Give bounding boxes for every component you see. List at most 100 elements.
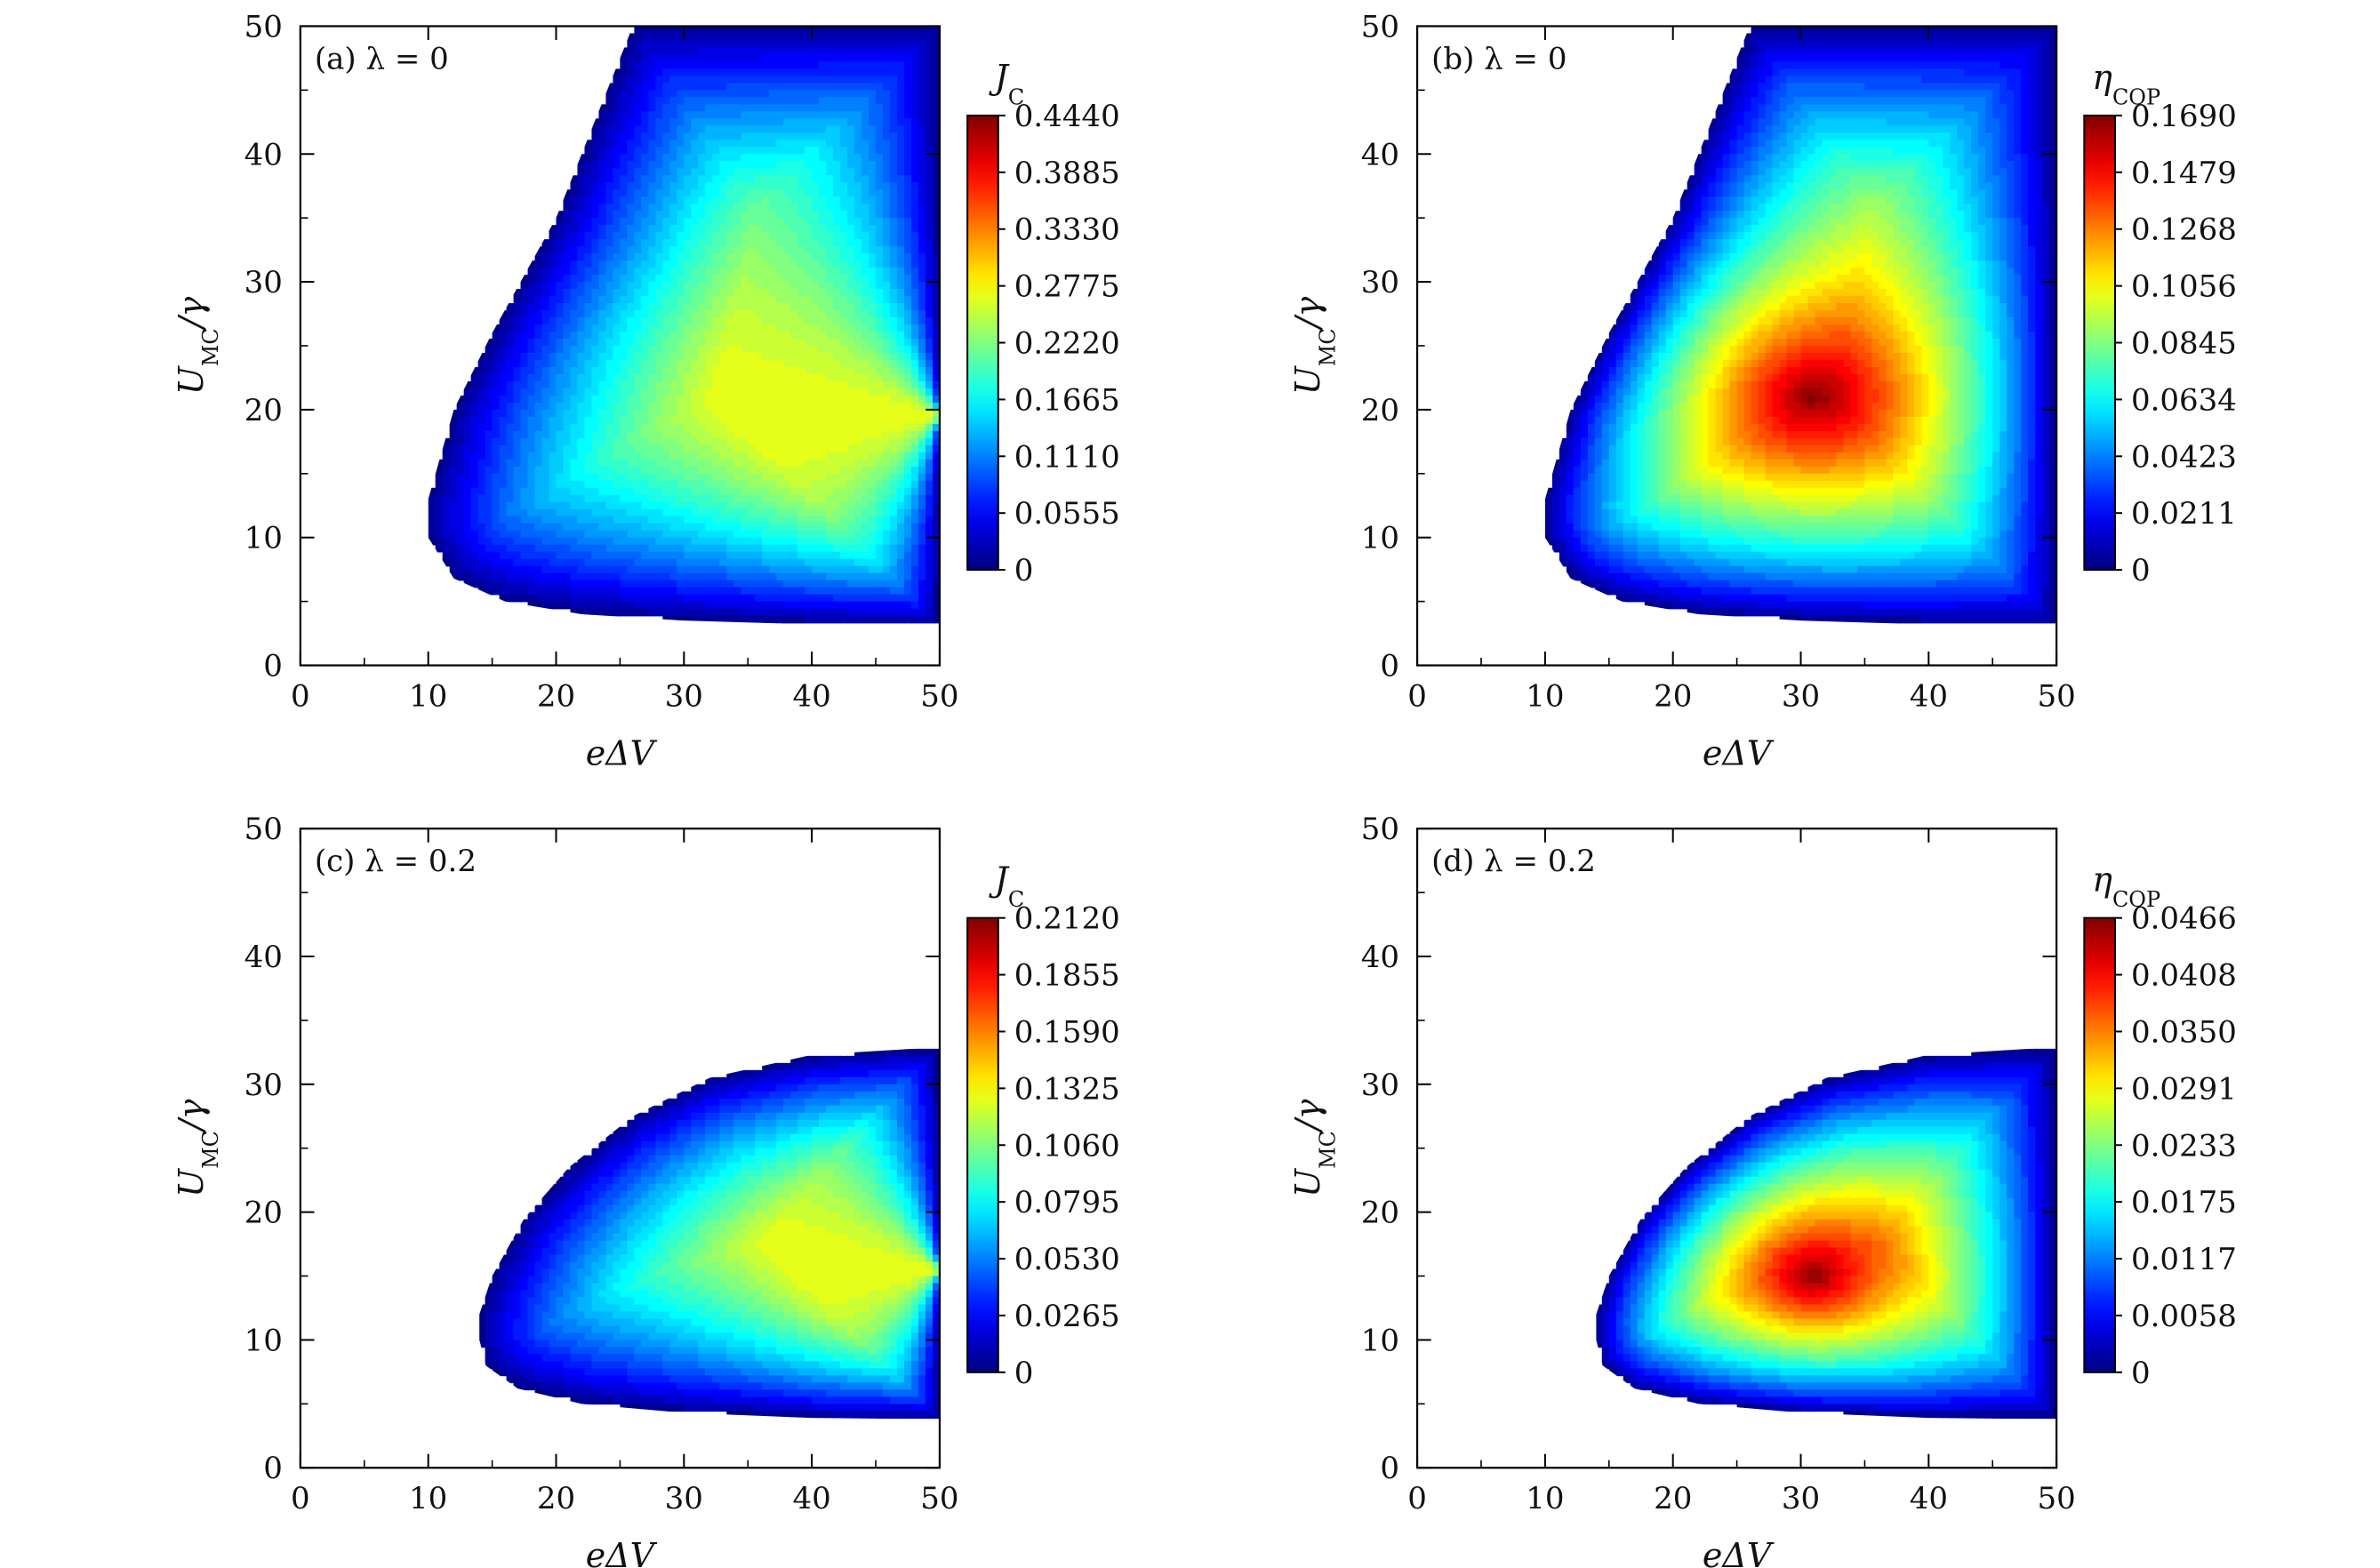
heatmap-cell xyxy=(783,601,791,610)
heatmap-cell xyxy=(903,61,912,70)
heatmap-cell xyxy=(726,260,735,268)
heatmap-cell xyxy=(819,480,827,489)
heatmap-cell xyxy=(797,168,805,177)
heatmap-cell xyxy=(755,260,763,268)
heatmap-cell xyxy=(819,175,827,184)
heatmap-cell xyxy=(869,601,877,610)
heatmap-cell xyxy=(541,338,550,347)
heatmap-cell xyxy=(762,76,770,84)
heatmap-cell xyxy=(910,225,919,233)
heatmap-cell xyxy=(577,218,586,226)
heatmap-cell xyxy=(669,523,678,532)
heatmap-cell xyxy=(577,565,586,574)
heatmap-cell xyxy=(563,594,572,603)
heatmap-cell xyxy=(549,253,557,261)
heatmap-cell xyxy=(854,175,862,184)
heatmap-cell xyxy=(812,196,820,204)
heatmap-cell xyxy=(819,83,827,92)
heatmap-cell xyxy=(910,118,919,127)
heatmap-cell xyxy=(819,275,827,283)
heatmap-cell xyxy=(826,310,834,318)
heatmap-cell xyxy=(577,317,586,325)
heatmap-cell xyxy=(577,324,586,332)
heatmap-cell xyxy=(712,232,721,240)
heatmap-cell xyxy=(903,324,912,332)
heatmap-cell xyxy=(613,104,621,113)
heatmap-cell xyxy=(769,615,777,624)
heatmap-cell xyxy=(698,473,707,482)
heatmap-cell xyxy=(883,523,891,532)
heatmap-cell xyxy=(477,466,486,475)
heatmap-cell xyxy=(485,551,493,560)
heatmap-cell xyxy=(776,76,784,84)
heatmap-cell xyxy=(769,303,777,311)
heatmap-cell xyxy=(648,466,657,475)
heatmap-cell xyxy=(570,204,579,212)
heatmap-cell xyxy=(669,154,678,163)
heatmap-cell xyxy=(910,608,919,617)
heatmap-cell xyxy=(833,466,841,475)
heatmap-cell xyxy=(463,508,472,517)
heatmap-cell xyxy=(883,182,891,191)
heatmap-cell xyxy=(563,558,572,567)
heatmap-cell xyxy=(677,430,685,439)
heatmap-cell xyxy=(456,466,465,475)
heatmap-cell xyxy=(854,147,862,156)
heatmap-cell xyxy=(463,430,472,439)
heatmap-cell xyxy=(477,366,486,375)
heatmap-cell xyxy=(790,296,798,304)
heatmap-cell xyxy=(783,388,791,396)
heatmap-cell xyxy=(819,76,827,84)
heatmap-cell xyxy=(641,388,650,396)
heatmap-cell xyxy=(669,580,678,588)
heatmap-cell xyxy=(762,33,770,42)
heatmap-cell xyxy=(477,430,486,439)
heatmap-cell xyxy=(691,175,700,184)
heatmap-cell xyxy=(641,168,650,177)
heatmap-cell xyxy=(910,530,919,539)
heatmap-cell xyxy=(762,494,770,503)
heatmap-cell xyxy=(819,459,827,468)
heatmap-cell xyxy=(655,395,664,404)
heatmap-cell xyxy=(691,380,700,389)
heatmap-cell xyxy=(783,608,791,617)
heatmap-cell xyxy=(812,494,820,503)
heatmap-cell xyxy=(563,444,572,453)
heatmap-cell xyxy=(847,380,855,389)
heatmap-cell xyxy=(755,338,763,347)
heatmap-cell xyxy=(819,380,827,389)
heatmap-cell xyxy=(854,501,862,510)
heatmap-cell xyxy=(684,395,693,404)
heatmap-cell xyxy=(677,594,685,603)
heatmap-cell xyxy=(613,168,621,177)
heatmap-cell xyxy=(506,366,515,375)
heatmap-cell xyxy=(910,444,919,453)
heatmap-cell xyxy=(456,452,465,460)
heatmap-cell xyxy=(613,580,621,588)
heatmap-cell xyxy=(741,594,749,603)
heatmap-cell xyxy=(669,275,678,283)
heatmap-cell xyxy=(584,175,593,184)
heatmap-cell xyxy=(620,182,629,191)
heatmap-cell xyxy=(506,380,515,389)
heatmap-cell xyxy=(655,97,664,106)
heatmap-cell xyxy=(903,338,912,347)
heatmap-cell xyxy=(903,132,912,141)
heatmap-cell xyxy=(876,147,884,156)
heatmap-cell xyxy=(826,352,834,361)
heatmap-cell xyxy=(776,168,784,177)
heatmap-cell xyxy=(669,83,678,92)
heatmap-cell xyxy=(655,282,664,290)
heatmap-cell xyxy=(570,544,579,553)
heatmap-cell xyxy=(719,104,728,113)
heatmap-cell xyxy=(861,338,869,347)
heatmap-cell xyxy=(485,480,493,489)
heatmap-cell xyxy=(918,218,926,226)
heatmap-cell xyxy=(869,33,877,42)
heatmap-cell xyxy=(620,324,629,332)
heatmap-cell xyxy=(910,61,919,70)
heatmap-cell xyxy=(932,508,940,517)
heatmap-cell xyxy=(705,47,714,56)
heatmap-cell xyxy=(712,430,721,439)
heatmap-cell xyxy=(819,196,827,204)
